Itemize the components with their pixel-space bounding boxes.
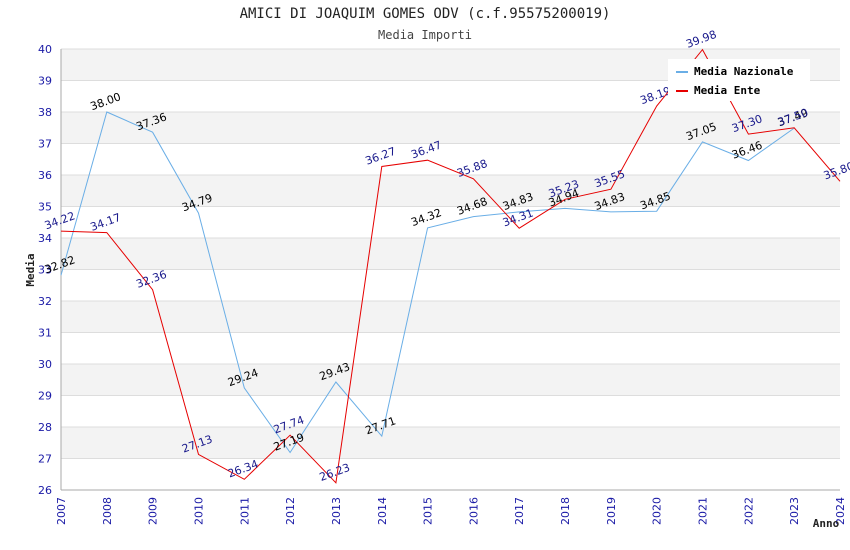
x-tick-label: 2010 (192, 497, 205, 525)
x-tick-label: 2021 (697, 497, 710, 525)
legend-label-media-ente: Media Ente (694, 84, 761, 97)
x-axis-label: Anno (813, 517, 840, 530)
x-tick-label: 2012 (284, 497, 297, 525)
legend: Media Nazionale Media Ente (668, 59, 810, 101)
y-tick-label: 31 (38, 327, 52, 340)
legend-box (668, 59, 810, 101)
grid-band (61, 427, 840, 459)
grid-band (61, 175, 840, 207)
y-tick-label: 40 (38, 43, 52, 56)
y-axis-ticks: 26 27 28 29 30 31 32 33 34 35 36 37 38 39 40 (38, 43, 52, 497)
y-tick-label: 35 (38, 201, 52, 214)
grid-band (61, 458, 840, 490)
y-tick-label: 33 (38, 264, 52, 277)
x-tick-label: 2017 (513, 497, 526, 525)
x-tick-label: 2022 (742, 497, 755, 525)
y-tick-label: 34 (38, 232, 52, 245)
x-tick-label: 2023 (788, 497, 801, 525)
y-tick-label: 29 (38, 390, 52, 403)
axes (60, 49, 840, 491)
grid-band (61, 269, 840, 301)
x-tick-label: 2014 (376, 497, 389, 525)
x-axis-ticks: 2007 2008 2009 2010 2011 2012 2013 2014 2015 2016… (55, 497, 847, 525)
x-tick-label: 2013 (330, 497, 343, 525)
x-tick-label: 2008 (101, 497, 114, 525)
x-tick-label: 2011 (238, 497, 251, 525)
y-tick-label: 26 (38, 484, 52, 497)
x-tick-label: 2020 (651, 497, 664, 525)
x-tick-label: 2018 (559, 497, 572, 525)
y-tick-label: 37 (38, 138, 52, 151)
x-tick-label: 2019 (605, 497, 618, 525)
x-tick-label: 2009 (147, 497, 160, 525)
y-tick-label: 32 (38, 295, 52, 308)
x-tick-label: 2015 (422, 497, 435, 525)
legend-label-media-nazionale: Media Nazionale (694, 65, 794, 78)
y-tick-label: 30 (38, 358, 52, 371)
x-tick-label: 2024 (834, 497, 847, 525)
chart-subtitle: Media Importi (378, 28, 472, 42)
grid-band (61, 395, 840, 427)
series-line-media-nazionale (60, 111, 795, 454)
y-tick-label: 38 (38, 106, 52, 119)
y-tick-label: 36 (38, 169, 52, 182)
x-tick-label: 2007 (55, 497, 68, 525)
grid-band (61, 112, 840, 144)
chart-title: AMICI DI JOAQUIM GOMES ODV (c.f.95575200… (240, 6, 611, 22)
grid-band (61, 238, 840, 270)
x-tick-label: 2016 (467, 497, 480, 525)
y-axis-label: Media (24, 253, 37, 286)
data-label: 39.98 (684, 28, 718, 51)
grid-lines (61, 48, 840, 491)
y-tick-label: 39 (38, 75, 52, 88)
grid-band (61, 143, 840, 175)
grid-band (61, 301, 840, 333)
y-tick-label: 27 (38, 453, 52, 466)
grid-band (61, 364, 840, 396)
y-tick-label: 28 (38, 421, 52, 434)
plot-background (61, 49, 840, 490)
grid-band (61, 332, 840, 364)
